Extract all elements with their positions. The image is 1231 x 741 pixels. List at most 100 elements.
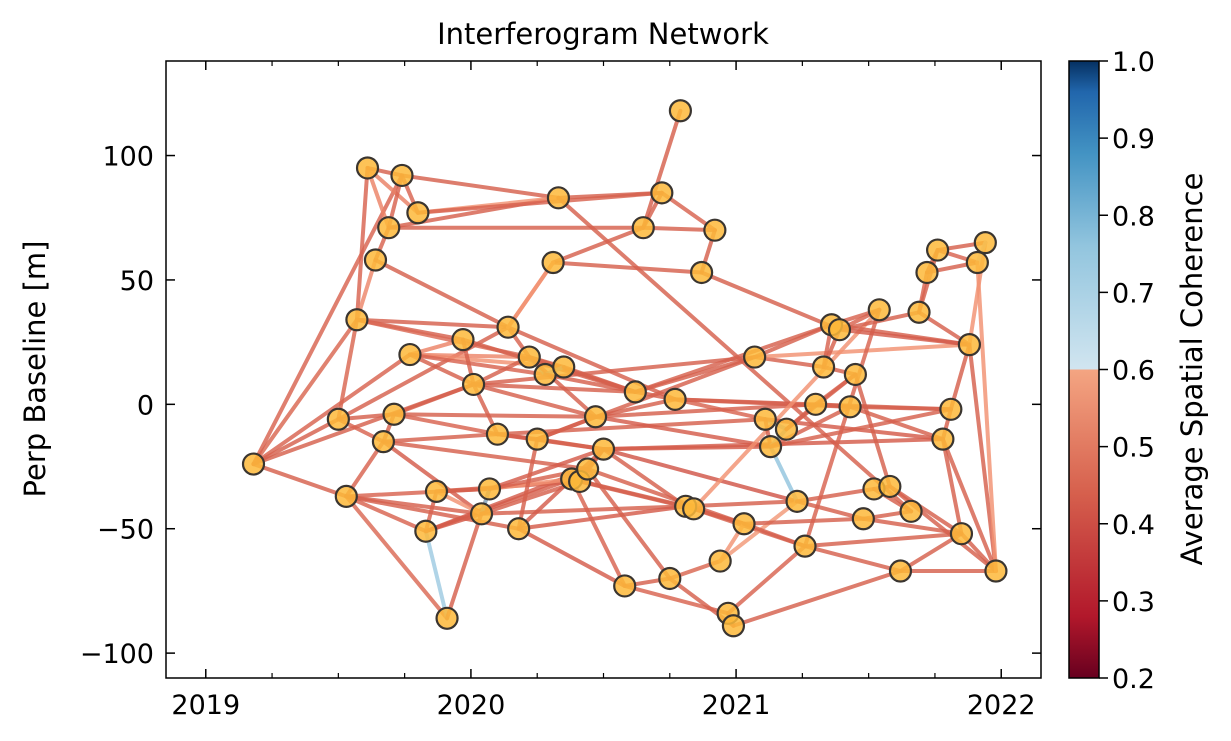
acquisition-point xyxy=(703,218,727,242)
pair-line xyxy=(344,494,428,534)
acquisition-point xyxy=(774,417,799,441)
pair-line xyxy=(601,447,800,504)
acquisition-point xyxy=(507,517,531,541)
acquisition-point xyxy=(690,260,714,285)
chart-title: Interferogram Network xyxy=(437,17,769,51)
pair-lines xyxy=(251,108,998,628)
pair-line xyxy=(471,355,757,387)
pair-line xyxy=(407,352,548,377)
pair-line xyxy=(354,165,370,322)
pair-line xyxy=(344,494,450,621)
pair-line xyxy=(516,437,540,531)
colorbar-tick-label: 1.0 xyxy=(1112,47,1155,78)
acquisition-point xyxy=(363,248,388,272)
acquisition-point xyxy=(957,333,982,357)
colorbar-tick-label: 0.2 xyxy=(1112,664,1155,695)
acquisition-point xyxy=(613,574,637,598)
acquisition-point xyxy=(888,559,913,583)
acquisition-point xyxy=(811,355,836,379)
pair-line xyxy=(768,407,953,449)
pair-line xyxy=(641,108,683,230)
y-tick-label: 100 xyxy=(102,142,154,173)
acquisition-point xyxy=(552,355,576,379)
acquisition-point xyxy=(721,614,746,638)
pair-line xyxy=(373,258,511,330)
acquisition-point xyxy=(541,250,565,275)
pair-line xyxy=(742,516,866,526)
pair-line xyxy=(731,569,903,628)
acquisition-point xyxy=(743,345,767,369)
acquisition-point xyxy=(583,405,608,429)
pair-line xyxy=(471,382,638,394)
acquisition-point xyxy=(377,216,401,240)
pair-line xyxy=(407,352,532,360)
pair-line xyxy=(251,462,349,499)
acquisition-point xyxy=(785,489,809,513)
pair-line xyxy=(251,317,359,467)
acquisition-point xyxy=(867,298,891,322)
acquisition-point xyxy=(424,479,449,504)
pair-line xyxy=(837,327,972,347)
acquisition-point xyxy=(793,534,817,558)
acquisition-point xyxy=(939,397,963,421)
y-tick-label: −100 xyxy=(80,639,154,670)
acquisition-point xyxy=(371,430,396,454)
pair-line xyxy=(506,260,556,330)
pair-line xyxy=(898,531,964,574)
acquisition-point xyxy=(682,497,706,521)
acquisition-point xyxy=(949,522,974,546)
pair-line xyxy=(251,352,412,467)
pair-line xyxy=(593,402,818,419)
acquisition-point xyxy=(461,372,486,397)
acquisition-point xyxy=(827,318,852,342)
pair-line xyxy=(251,173,404,467)
pair-line xyxy=(752,355,826,370)
pair-line xyxy=(479,504,688,516)
acquisition-point xyxy=(591,437,616,461)
acquisition-point xyxy=(650,181,674,205)
pair-line xyxy=(691,307,882,511)
acquisition-point xyxy=(546,186,571,210)
acquisition-point xyxy=(398,342,422,367)
pair-line xyxy=(940,437,964,536)
acquisition-point xyxy=(663,387,687,411)
pair-line xyxy=(699,270,842,332)
pair-line xyxy=(752,342,972,360)
pair-line xyxy=(551,260,704,275)
pair-line xyxy=(516,504,688,531)
acquisition-point xyxy=(477,477,502,501)
acquisition-point xyxy=(575,457,600,481)
x-tick-label: 2019 xyxy=(171,690,240,721)
pair-line xyxy=(423,529,450,621)
y-tick-label: 0 xyxy=(137,390,154,421)
pair-line xyxy=(569,476,627,588)
acquisition-point xyxy=(708,549,732,573)
y-tick-label: −50 xyxy=(97,515,154,546)
pair-line xyxy=(593,397,678,419)
y-axis: −100 −50 0 50 100 xyxy=(80,142,1041,670)
pair-line xyxy=(399,173,561,200)
pair-line xyxy=(975,260,998,574)
pair-line xyxy=(803,307,882,549)
pair-line xyxy=(535,355,757,442)
acquisition-point xyxy=(469,502,494,526)
x-tick-label: 2020 xyxy=(437,690,506,721)
pair-line xyxy=(354,317,511,330)
x-tick-label: 2022 xyxy=(967,690,1036,721)
colorbar-axis: 0.2 0.3 0.4 0.5 0.6 0.7 0.8 0.9 1.0 xyxy=(1099,47,1155,695)
acquisition-point xyxy=(496,315,520,339)
acquisition-point xyxy=(758,435,783,459)
pair-line xyxy=(556,190,664,200)
pair-line xyxy=(752,322,834,360)
pair-line xyxy=(381,439,484,516)
acquisition-point xyxy=(984,559,1008,583)
acquisition-point xyxy=(878,474,902,499)
acquisition-point xyxy=(631,216,655,240)
colorbar-label: Average Spatial Coherence xyxy=(1175,173,1209,566)
pair-line xyxy=(853,372,892,489)
acquisition-point xyxy=(899,499,923,523)
colorbar xyxy=(1068,60,1100,679)
colorbar-tick-label: 0.5 xyxy=(1112,433,1155,464)
acquisition-point xyxy=(732,512,756,536)
